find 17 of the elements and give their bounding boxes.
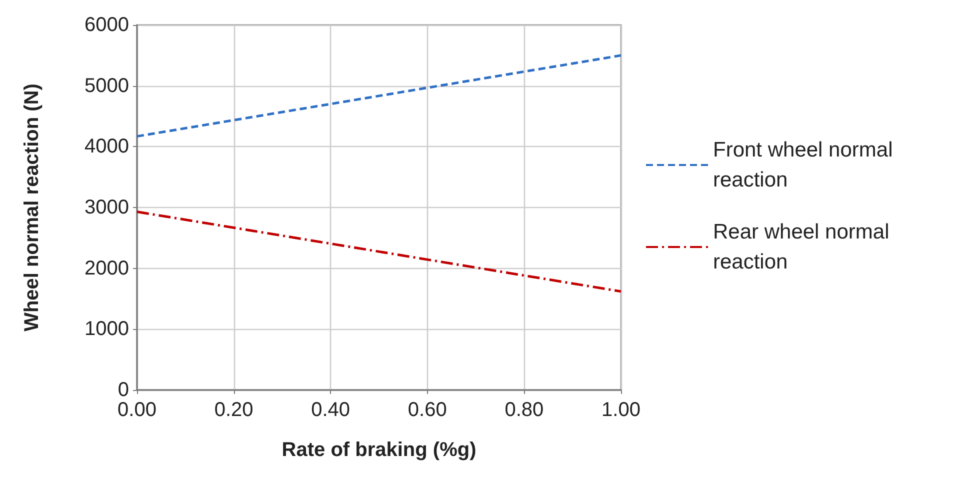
legend-label: Front wheel normal reaction [713,138,899,192]
y-axis-title: Wheel normal reaction (N) [21,84,43,332]
x-axis-title: Rate of braking (%g) [282,439,476,461]
x-tick-label: 0.40 [311,399,350,421]
y-tick-label: 1000 [84,318,129,340]
y-tick-label: 5000 [84,74,129,97]
legend-label: Rear wheel normal reaction [713,220,896,274]
x-tick-label: 0.00 [118,399,156,421]
x-tick-label: 0.60 [408,399,447,421]
y-tick-label: 4000 [84,136,129,158]
y-tick-label: 6000 [84,14,129,36]
y-tick-label: 3000 [84,196,129,218]
y-tick-label: 0 [118,379,129,401]
x-tick-label: 0.80 [504,399,544,421]
x-tick-label: 1.00 [602,399,640,421]
x-tick-label: 0.20 [214,399,254,421]
y-tick-label: 2000 [84,257,129,280]
